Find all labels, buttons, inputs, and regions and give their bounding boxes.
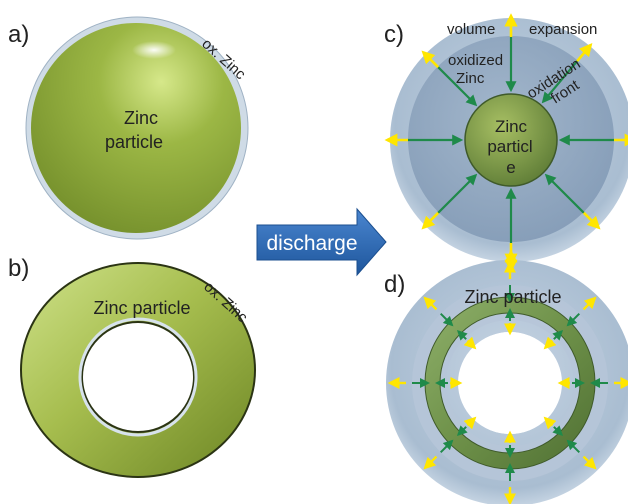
inward-arrow (541, 60, 579, 104)
outward-arrow (582, 211, 601, 230)
panel-a: a) Zinc particle ox. Zinc (8, 16, 249, 240)
oxidized-label-line1: oxidized (448, 52, 503, 69)
arrows-d (387, 249, 628, 504)
inward-arrow (439, 439, 454, 454)
discharge-label: discharge (266, 232, 357, 255)
inward-arrow (544, 173, 585, 214)
inward-arrows-c (408, 37, 614, 243)
outward-arrow (463, 336, 477, 350)
inward-arrow (566, 439, 581, 454)
core-label-d: Zinc particle (464, 287, 561, 307)
outward-arrow (576, 43, 593, 62)
outward-arrow (543, 416, 557, 430)
oxidized-label-line2: Zinc (456, 70, 485, 87)
inward-arrow (437, 66, 478, 107)
zinc-core-c (464, 93, 558, 187)
zinc-torus-b (19, 262, 257, 478)
outward-arrow (423, 296, 438, 311)
panel-d-label: d) (384, 271, 405, 298)
panel-c: c) volume expansion oxidized Zinc oxidat… (384, 13, 628, 267)
core-label-c-line1: Zinc (495, 117, 528, 136)
inner-oxide-b (78, 317, 198, 437)
inward-arrow (437, 173, 478, 214)
zinc-ball-a (31, 23, 241, 233)
core-label-a-line1: Zinc (124, 108, 158, 128)
hole-d (459, 332, 561, 434)
panel-c-label: c) (384, 21, 404, 48)
outward-arrow (543, 336, 557, 350)
outward-arrow (423, 455, 438, 470)
outward-arrow (421, 211, 440, 230)
inward-arrow (439, 312, 454, 327)
panel-a-label: a) (8, 21, 29, 48)
highlight-a (132, 41, 176, 59)
panel-d: d) Zinc particle (384, 249, 628, 504)
panel-b-label: b) (8, 255, 29, 282)
discharge-arrow: discharge (256, 207, 387, 277)
outward-arrow (421, 50, 440, 69)
core-label-c-line2: particl (487, 137, 532, 156)
outward-arrow (582, 296, 597, 311)
panel-b: b) Zinc particle ox. Zinc (8, 255, 257, 478)
core-label-b: Zinc particle (93, 298, 190, 318)
inward-arrow (566, 312, 581, 327)
expansion-label: expansion (529, 21, 597, 38)
volume-label: volume (447, 21, 495, 38)
core-label-c-line3: e (506, 158, 515, 177)
outward-arrow (463, 416, 477, 430)
outward-arrow (582, 455, 597, 470)
core-label-a-line2: particle (105, 132, 163, 152)
